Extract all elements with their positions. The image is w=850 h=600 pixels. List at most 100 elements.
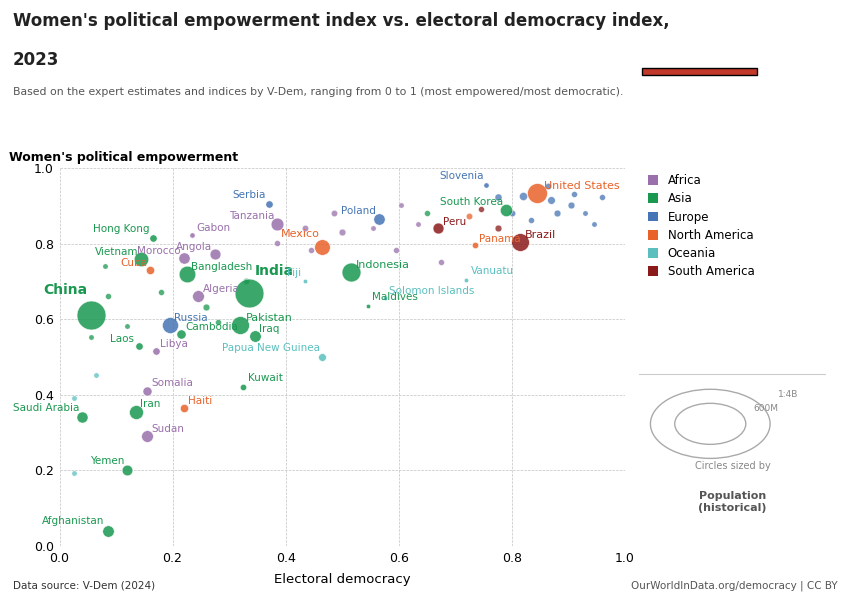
Point [270, 238, 284, 248]
Point [262, 199, 275, 209]
Point [200, 302, 213, 312]
Point [89, 370, 103, 380]
Text: Haiti: Haiti [189, 396, 212, 406]
Text: 600M: 600M [753, 404, 779, 413]
Point [129, 407, 143, 416]
Point [140, 386, 154, 396]
Point [76, 413, 89, 422]
Text: Population
(historical): Population (historical) [699, 491, 767, 513]
Point [140, 431, 154, 441]
Point [434, 257, 448, 266]
Point [191, 291, 205, 301]
Text: Peru: Peru [443, 217, 466, 227]
Text: India: India [254, 263, 293, 278]
Point [239, 276, 252, 286]
FancyBboxPatch shape [642, 68, 756, 75]
Point [516, 191, 530, 201]
X-axis label: Electoral democracy: Electoral democracy [274, 573, 411, 586]
Point [411, 219, 425, 229]
Legend: Africa, Asia, Europe, North America, Oceania, South America: Africa, Asia, Europe, North America, Oce… [648, 174, 755, 278]
Text: Mexico: Mexico [280, 229, 320, 239]
Point [247, 331, 261, 341]
Text: China: China [43, 283, 88, 296]
Point [460, 275, 473, 284]
Text: in Data: in Data [677, 53, 722, 63]
Text: Vietnam: Vietnam [95, 247, 139, 257]
Text: Russia: Russia [174, 313, 208, 323]
Point [101, 291, 115, 301]
Text: Tanzania: Tanzania [229, 211, 275, 221]
Point [134, 254, 148, 263]
Text: Laos: Laos [110, 334, 134, 344]
Point [208, 250, 222, 259]
Point [343, 267, 357, 277]
Text: Morocco: Morocco [138, 246, 181, 256]
Text: Gabon: Gabon [197, 223, 231, 233]
Point [143, 265, 156, 275]
Point [298, 223, 312, 233]
Point [298, 277, 312, 286]
Text: Hong Kong: Hong Kong [94, 224, 150, 234]
Point [174, 329, 188, 338]
Text: Brazil: Brazil [524, 230, 556, 240]
Point [468, 241, 482, 250]
Point [389, 245, 403, 255]
Text: Algeria: Algeria [202, 284, 240, 294]
Point [541, 181, 555, 191]
Point [595, 193, 609, 202]
Point [564, 200, 578, 210]
Text: Solomon Islands: Solomon Islands [389, 286, 474, 296]
Text: Afghanistan: Afghanistan [42, 517, 105, 526]
Point [98, 261, 111, 271]
Point [121, 466, 134, 475]
Text: Iran: Iran [140, 399, 161, 409]
Point [524, 215, 538, 225]
Text: Circles sized by: Circles sized by [694, 461, 771, 472]
Point [505, 208, 518, 217]
Point [372, 214, 386, 224]
Point [479, 180, 493, 190]
Point [234, 320, 247, 329]
Text: Women's political empowerment: Women's political empowerment [8, 151, 238, 164]
Text: Bangladesh: Bangladesh [191, 262, 252, 272]
Point [360, 301, 374, 311]
Text: OurWorldInData.org/democracy | CC BY: OurWorldInData.org/democracy | CC BY [631, 581, 837, 591]
Point [242, 288, 256, 298]
Text: Saudi Arabia: Saudi Arabia [13, 403, 79, 413]
Point [586, 219, 600, 229]
Point [578, 208, 592, 217]
Point [315, 242, 329, 252]
Point [84, 332, 98, 342]
Point [146, 233, 160, 243]
Point [67, 469, 81, 478]
Text: 2023: 2023 [13, 51, 60, 69]
Text: United States: United States [544, 181, 620, 191]
Point [394, 200, 408, 210]
Point [473, 204, 487, 214]
Point [101, 526, 115, 536]
Point [67, 393, 81, 403]
Point [211, 317, 224, 327]
Text: Kuwait: Kuwait [247, 373, 282, 383]
Point [236, 382, 250, 392]
Text: Poland: Poland [341, 206, 376, 217]
Point [513, 237, 527, 247]
Point [155, 287, 168, 297]
Point [377, 293, 391, 303]
Text: Papua New Guinea: Papua New Guinea [222, 343, 320, 353]
Text: 1:4B: 1:4B [778, 390, 798, 399]
Point [420, 208, 434, 217]
Text: Serbia: Serbia [232, 190, 266, 200]
Point [177, 403, 190, 413]
Point [163, 320, 177, 329]
Text: Yemen: Yemen [90, 456, 124, 466]
Text: Maldives: Maldives [372, 292, 418, 302]
Point [530, 188, 544, 197]
Point [185, 230, 199, 240]
Point [132, 341, 145, 350]
Text: Our World: Our World [667, 32, 731, 42]
Point [180, 269, 194, 278]
Point [490, 223, 504, 233]
Point [567, 189, 581, 199]
Text: Angola: Angola [176, 242, 212, 252]
